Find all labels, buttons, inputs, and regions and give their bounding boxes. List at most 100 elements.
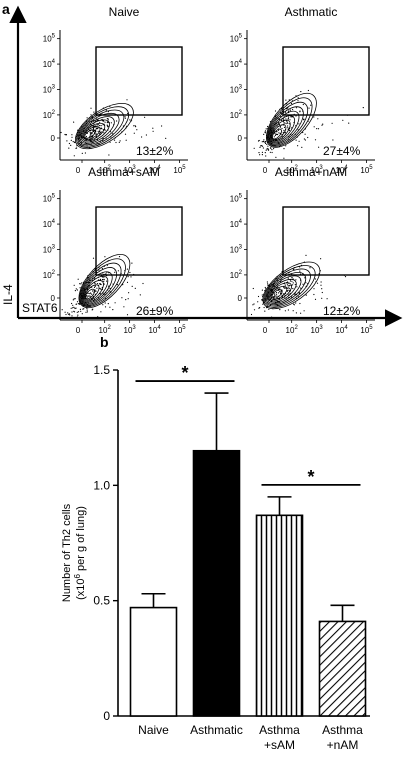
density-contour	[269, 282, 292, 302]
event-dot	[302, 103, 304, 106]
event-dot	[285, 118, 287, 120]
event-dot	[303, 138, 305, 140]
density-contour	[80, 119, 110, 143]
event-dot	[79, 283, 81, 285]
y-tick-label: 102	[230, 110, 243, 120]
event-dot	[152, 127, 154, 129]
event-dot	[257, 295, 260, 298]
panel-b-label: b	[100, 334, 109, 350]
event-dot	[139, 294, 141, 296]
event-dot	[134, 125, 136, 127]
y-tick-label: 0	[103, 709, 110, 723]
event-dot	[102, 304, 104, 306]
event-dot	[144, 116, 146, 118]
event-dot	[258, 152, 260, 154]
tick-exponent: 5	[239, 34, 243, 40]
event-dot	[286, 283, 288, 285]
density-contour	[267, 101, 309, 146]
event-dot	[304, 277, 306, 279]
event-dot	[252, 287, 254, 290]
event-dot	[277, 292, 280, 294]
event-dot	[273, 296, 275, 298]
event-dot	[87, 292, 89, 294]
event-dot	[70, 307, 72, 309]
event-dot	[75, 307, 77, 309]
tick-exponent: 5	[182, 165, 186, 171]
event-dot	[300, 312, 302, 314]
event-dot	[279, 288, 281, 290]
event-dot	[316, 128, 318, 130]
event-dot	[284, 310, 286, 312]
event-dot	[321, 297, 323, 299]
tick-exponent: 5	[52, 34, 56, 40]
significance-star: *	[181, 363, 188, 383]
event-dot	[94, 120, 96, 122]
event-dot	[261, 154, 263, 156]
y-tick-label: 104	[230, 219, 243, 229]
event-dot	[289, 284, 291, 286]
tick-exponent: 2	[107, 165, 111, 171]
event-dot	[125, 139, 127, 141]
event-dot	[106, 280, 108, 282]
event-dot	[64, 133, 66, 136]
event-dot	[284, 132, 286, 134]
event-dot	[314, 139, 317, 141]
event-dot	[289, 280, 291, 282]
gate-box	[282, 206, 370, 276]
event-dot	[91, 290, 94, 292]
event-dot	[97, 130, 99, 132]
event-dot	[95, 290, 97, 292]
event-dot	[107, 125, 109, 127]
event-dot	[82, 308, 84, 310]
event-dot	[320, 281, 322, 283]
event-dot	[108, 154, 110, 156]
event-dot	[90, 132, 92, 134]
event-dot	[75, 303, 77, 305]
event-dot	[292, 310, 294, 312]
event-dot	[73, 155, 75, 157]
event-dot	[280, 291, 282, 293]
tick-exponent: 3	[319, 325, 323, 331]
event-dot	[289, 292, 291, 294]
event-dot	[291, 280, 293, 282]
event-dot	[286, 120, 288, 122]
flow-plot-title: Asthmatic	[285, 5, 338, 19]
event-dot	[90, 114, 92, 116]
event-dot	[264, 286, 266, 289]
event-dot	[96, 287, 98, 289]
event-dot	[97, 119, 99, 121]
event-dot	[74, 141, 76, 144]
event-dot	[126, 99, 128, 101]
event-dot	[321, 124, 323, 126]
tick-exponent: 5	[369, 165, 373, 171]
event-dot	[87, 295, 89, 297]
event-dot	[81, 152, 83, 154]
event-dot	[115, 141, 117, 144]
event-dot	[263, 133, 265, 135]
event-dot	[107, 119, 109, 121]
tick-exponent: 2	[239, 110, 243, 116]
event-dot	[126, 268, 128, 270]
event-dot	[100, 131, 102, 133]
event-dot	[114, 302, 116, 304]
x-tick-label: 103	[124, 165, 137, 175]
tick-exponent: 3	[132, 165, 136, 171]
density-contour	[84, 284, 100, 301]
event-dot	[73, 121, 75, 123]
x-tick-label: 105	[360, 325, 373, 335]
event-dot	[99, 133, 101, 135]
event-dot	[292, 108, 294, 111]
event-dot	[259, 146, 261, 148]
event-dot	[297, 97, 299, 99]
event-dot	[291, 296, 293, 298]
density-contour	[271, 124, 287, 141]
event-dot	[301, 146, 303, 148]
y-tick-label: 103	[230, 244, 243, 254]
units-suffix: per g of lung)	[75, 506, 87, 574]
event-dot	[96, 124, 98, 126]
event-dot	[290, 102, 293, 105]
event-dot	[270, 147, 272, 149]
density-contour	[266, 97, 313, 147]
event-dot	[77, 314, 79, 316]
